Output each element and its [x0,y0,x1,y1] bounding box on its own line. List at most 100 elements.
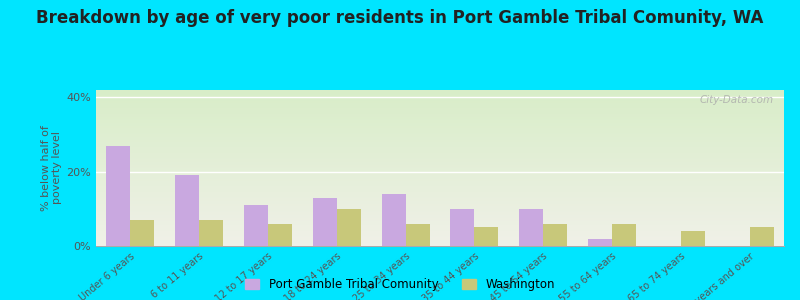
Text: City-Data.com: City-Data.com [699,95,774,105]
Y-axis label: % below half of
poverty level: % below half of poverty level [41,125,62,211]
Bar [96,92,784,93]
Bar [96,179,784,181]
Bar [96,176,784,177]
Bar [96,182,784,184]
Bar [96,238,784,240]
Bar [96,204,784,206]
Bar [588,238,612,246]
Bar [96,96,784,98]
Bar [96,101,784,103]
Bar [313,198,337,246]
Bar [96,90,784,92]
Bar [96,220,784,221]
Bar [96,110,784,112]
Bar [519,209,543,246]
Bar [382,194,406,246]
Bar [96,202,784,204]
Bar [96,174,784,176]
Bar [337,209,361,246]
Bar [96,168,784,170]
Bar [96,162,784,163]
Bar [96,224,784,226]
Bar [96,185,784,187]
Bar [96,128,784,129]
Bar [96,129,784,130]
Bar [96,137,784,138]
Bar [96,171,784,173]
Bar [199,220,223,246]
Bar [96,230,784,232]
Bar [96,130,784,132]
Bar [96,115,784,116]
Bar [96,106,784,107]
Bar [96,194,784,196]
Bar [96,148,784,149]
Bar [96,165,784,166]
Bar [96,232,784,233]
Bar [96,107,784,109]
Bar [96,207,784,208]
Bar [96,213,784,215]
Bar [96,113,784,115]
Bar [96,240,784,241]
Bar [96,184,784,185]
Bar [96,221,784,223]
Bar [96,187,784,188]
Bar [96,124,784,126]
Bar [244,205,268,246]
Bar [96,138,784,140]
Bar [96,227,784,229]
Bar [96,210,784,212]
Bar [96,109,784,110]
Bar [96,104,784,106]
Bar [96,215,784,216]
Bar [681,231,705,246]
Bar [96,206,784,207]
Bar [175,176,199,246]
Bar [96,123,784,124]
Bar [96,132,784,134]
Bar [96,160,784,162]
Text: Breakdown by age of very poor residents in Port Gamble Tribal Comunity, WA: Breakdown by age of very poor residents … [36,9,764,27]
Bar [268,224,292,246]
Bar [96,243,784,244]
Bar [406,224,430,246]
Bar [96,140,784,142]
Bar [96,233,784,235]
Bar [96,126,784,128]
Bar [96,149,784,151]
Bar [96,199,784,201]
Bar [612,224,636,246]
Bar [96,226,784,227]
Bar [450,209,474,246]
Bar [543,224,567,246]
Bar [96,116,784,118]
Bar [96,208,784,210]
Bar [96,237,784,238]
Bar [96,152,784,154]
Bar [106,146,130,246]
Bar [96,216,784,218]
Bar [96,120,784,121]
Bar [96,193,784,194]
Bar [96,177,784,179]
Bar [96,99,784,101]
Bar [130,220,154,246]
Bar [96,98,784,99]
Bar [96,135,784,137]
Bar [96,169,784,171]
Bar [96,218,784,220]
Bar [96,212,784,213]
Bar [96,196,784,198]
Bar [96,244,784,246]
Bar [96,163,784,165]
Bar [96,103,784,104]
Bar [96,235,784,237]
Bar [96,143,784,145]
Bar [96,198,784,199]
Bar [96,191,784,193]
Bar [96,118,784,120]
Bar [96,229,784,230]
Bar [96,188,784,190]
Bar [96,157,784,159]
